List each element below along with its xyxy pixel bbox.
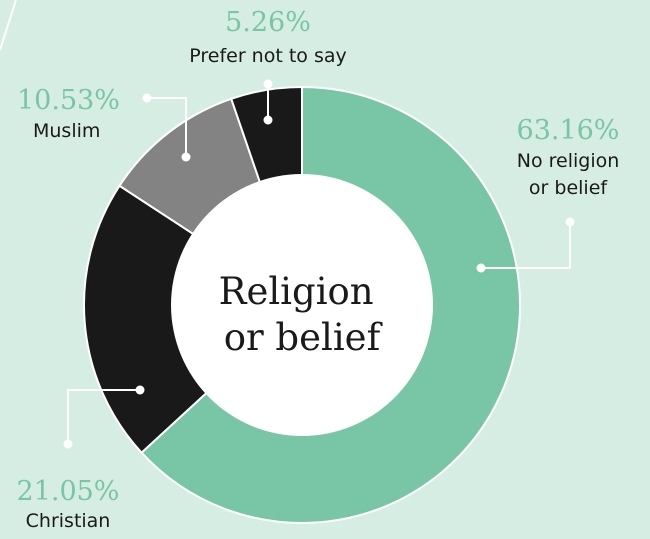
leader-dot-christian-outer <box>63 439 73 449</box>
category-label-prefer-not-to-say: Prefer not to say <box>189 45 347 67</box>
leader-dot-prefer-not-to-say-inner <box>263 115 273 125</box>
category-label-muslim: Muslim <box>33 120 100 142</box>
center-title: Religion or belief <box>219 270 386 359</box>
corner-decoration-line <box>0 0 17 51</box>
leader-line-christian <box>67 389 140 444</box>
leader-dot-no-religion-inner <box>476 263 486 273</box>
slice-labels: 63.16% No religion or belief 21.05% Christia… <box>17 7 620 532</box>
category-label-no-religion-line-2: or belief <box>529 177 608 199</box>
center-title-line-1: Religion <box>219 270 374 313</box>
leader-dot-christian-inner <box>135 385 145 395</box>
leader-dot-prefer-not-to-say-outer <box>263 79 273 89</box>
category-label-christian: Christian <box>26 510 111 532</box>
leader-dot-muslim-inner <box>181 152 191 162</box>
percent-label-muslim: 10.53% <box>17 85 120 116</box>
leader-line-muslim <box>147 97 187 157</box>
leader-dot-muslim-outer <box>142 93 152 103</box>
center-title-line-2: or belief <box>224 316 383 359</box>
leader-dot-no-religion-outer <box>565 217 575 227</box>
percent-label-prefer-not-to-say: 5.26% <box>225 7 311 38</box>
leader-lines <box>63 79 575 449</box>
percent-label-christian: 21.05% <box>17 476 120 507</box>
leader-line-no-religion <box>481 222 571 269</box>
donut-hole <box>171 174 433 436</box>
category-label-no-religion-line-1: No religion <box>517 150 620 172</box>
percent-label-no-religion: 63.16% <box>517 115 620 146</box>
